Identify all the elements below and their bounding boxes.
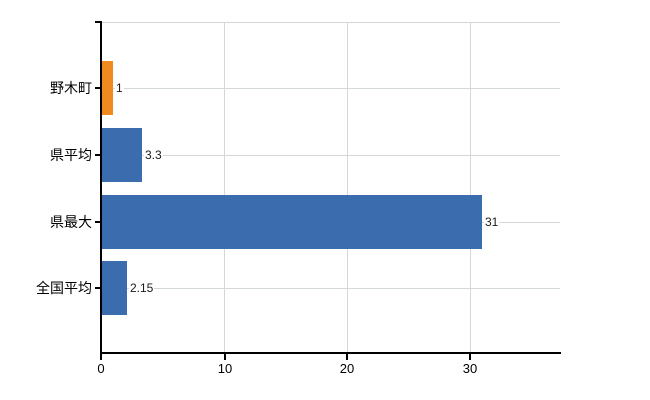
y-axis-line xyxy=(100,21,102,354)
x-axis-line xyxy=(100,352,561,354)
x-axis-tick-30 xyxy=(469,354,471,360)
bar-value-label: 2.15 xyxy=(129,281,155,295)
bar-row: 3.3 xyxy=(101,128,560,182)
y-axis-tick xyxy=(95,221,101,223)
bar-prefecture-max xyxy=(101,195,482,249)
plot-top-border xyxy=(101,22,560,23)
x-tick-label-0: 0 xyxy=(97,361,105,376)
bar-row: 31 xyxy=(101,195,560,249)
x-tick-label-20: 20 xyxy=(339,361,355,376)
x-axis-tick-0 xyxy=(100,354,102,360)
horizontal-gridline-row2 xyxy=(101,155,560,156)
bar-national-average xyxy=(101,261,127,315)
x-tick-label-30: 30 xyxy=(462,361,478,376)
bar-value-label: 3.3 xyxy=(144,148,163,162)
bar-value-label: 1 xyxy=(115,81,124,95)
y-axis-tick xyxy=(95,287,101,289)
vertical-gridline-20 xyxy=(347,22,348,353)
x-axis-tick-20 xyxy=(346,354,348,360)
bar-prefecture-average xyxy=(101,128,142,182)
x-tick-label-10: 10 xyxy=(217,361,233,376)
category-label-prefecture-max: 県最大 xyxy=(50,214,92,230)
category-label-nogimachi: 野木町 xyxy=(50,80,92,96)
bar-row: 1 xyxy=(101,61,560,115)
vertical-gridline-10 xyxy=(224,22,225,353)
y-axis-tick xyxy=(95,87,101,89)
category-label-prefecture-average: 県平均 xyxy=(50,147,92,163)
bar-row: 2.15 xyxy=(101,261,560,315)
x-axis-tick-10 xyxy=(224,354,226,360)
horizontal-gridline-row4 xyxy=(101,288,560,289)
vertical-gridline-30 xyxy=(470,22,471,353)
category-label-national-average: 全国平均 xyxy=(36,280,92,296)
horizontal-gridline-row1 xyxy=(101,88,560,89)
bar-nogimachi xyxy=(101,61,113,115)
y-axis-tick xyxy=(95,154,101,156)
y-axis-end-tick xyxy=(95,21,101,23)
bar-value-label: 31 xyxy=(484,215,500,229)
